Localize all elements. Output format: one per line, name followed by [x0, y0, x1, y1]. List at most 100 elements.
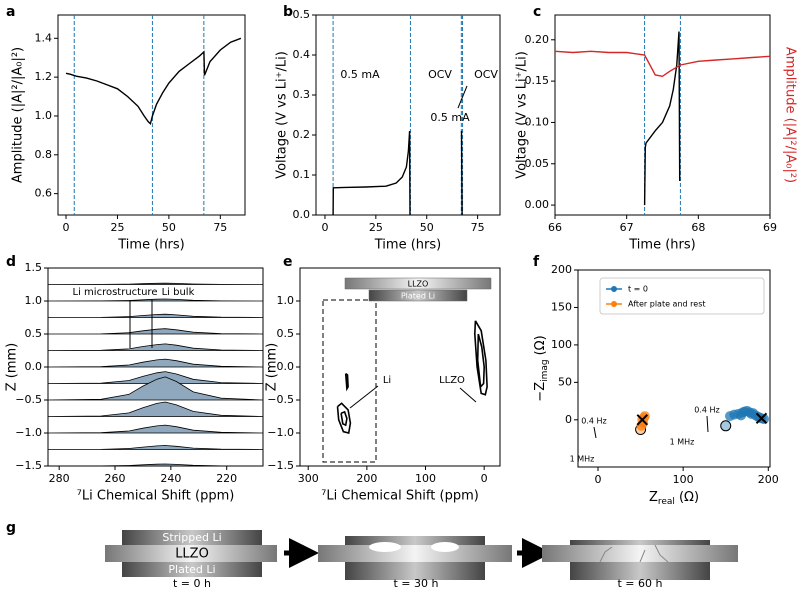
label-unit: (Ω): [533, 335, 548, 355]
y-tick-label: 1.0: [25, 294, 43, 307]
legend-swatch: [611, 286, 617, 292]
time-label: t = 30 h: [394, 577, 439, 589]
y-tick-label: 0.20: [525, 33, 550, 46]
spectrum: [47, 463, 264, 467]
stack-1: t = 30 h: [318, 536, 512, 589]
x-tick-label: 25: [110, 221, 124, 234]
spectrum: [47, 376, 264, 401]
point: [720, 420, 732, 432]
panel-letter: e: [283, 254, 293, 270]
x-tick-label: 280: [49, 472, 70, 485]
contour: [340, 410, 348, 427]
annotation: OCV: [428, 68, 452, 81]
void: [431, 542, 459, 552]
label-sub: real: [658, 497, 675, 507]
y-tick-label: 0.1: [293, 168, 311, 181]
plated-layer: [345, 562, 485, 580]
x-tick-label: 200: [356, 472, 377, 485]
panel-letter: b: [283, 4, 293, 20]
y-tick-label: −0.5: [15, 393, 42, 406]
pointer: [349, 385, 379, 409]
layer-bar: [368, 289, 468, 302]
plot-frame: [554, 14, 771, 216]
x-tick-label: 69: [763, 221, 777, 234]
x-tick-label: 50: [162, 221, 176, 234]
panel-letter: d: [6, 254, 16, 270]
axis-label: Time (hrs): [117, 238, 184, 253]
y-tick-label: 1.2: [35, 70, 53, 83]
stack-0: Stripped Li LLZO Plated Li t = 0 h: [105, 530, 277, 589]
time-label: t = 60 h: [618, 577, 663, 589]
y-tick-label: 0.15: [525, 74, 550, 87]
annotation: 0.4 Hz: [581, 417, 606, 426]
y-tick-label: 1.4: [35, 31, 53, 44]
spectrum: [47, 358, 264, 368]
line: [65, 37, 242, 125]
plot-frame: [57, 14, 246, 216]
annotation: 1 MHz: [670, 438, 695, 447]
schematic: g Stripped Li LLZO Plated Li t = 0 h t =…: [6, 520, 738, 589]
y-tick-label: 0.4: [293, 48, 311, 61]
x-tick-label: 75: [471, 221, 485, 234]
spectrum: [47, 371, 264, 384]
y-tick-label: −1.5: [267, 459, 294, 472]
y-tick-label: −1.0: [15, 426, 42, 439]
spectrum: [47, 282, 264, 285]
axis-label: Zreal (Ω): [649, 490, 699, 507]
llzo-layer: [105, 545, 277, 562]
y-tick-label: −0.5: [267, 393, 294, 406]
layer-label: LLZO: [408, 280, 429, 289]
y-tick-label: 0.8: [35, 148, 53, 161]
llzo-layer: [542, 545, 738, 562]
axis-label: −Zimag (Ω): [533, 335, 550, 401]
annotation: 0.5 mA: [430, 111, 470, 124]
legend-label: After plate and rest: [628, 300, 706, 309]
annotation: 0.4 Hz: [694, 406, 719, 415]
stack-2: t = 60 h: [542, 540, 738, 589]
x-tick-label: 240: [160, 472, 181, 485]
axis-label: Z (mm): [5, 343, 20, 392]
axis-label: Voltage (V vs Li⁺/Li): [515, 51, 530, 179]
axis-label: ⁷Li Chemical Shift (ppm): [321, 489, 479, 504]
x-tick-label: 200: [758, 473, 779, 486]
contour: [473, 320, 488, 396]
y-tick-label: 0.0: [277, 360, 295, 373]
y-tick-label: −1.0: [267, 426, 294, 439]
axis-label: Z (mm): [265, 343, 280, 392]
y-tick-label: 0.05: [525, 157, 550, 170]
line: [643, 31, 681, 206]
y-tick-label: 1.5: [25, 261, 43, 274]
x-tick-label: 68: [691, 221, 705, 234]
panel-letter: f: [533, 254, 540, 270]
spectrum: [47, 401, 264, 417]
contour: [336, 402, 352, 434]
y-tick-label: 100: [551, 338, 572, 351]
legend-box: [599, 277, 765, 315]
x-tick-label: 0: [321, 221, 328, 234]
axis-label: ⁷Li Chemical Shift (ppm): [77, 489, 235, 504]
annotation: Li: [383, 375, 391, 386]
panel-letter: g: [6, 520, 16, 536]
y-tick-label: 0.0: [293, 208, 311, 221]
label-sub: imag: [540, 359, 550, 382]
label: Plated Li: [168, 563, 215, 576]
contour: [344, 372, 349, 392]
x-tick-label: 100: [673, 473, 694, 486]
contour: [476, 333, 486, 389]
plot-frame: [315, 14, 501, 216]
y-tick-label: 0.5: [277, 327, 295, 340]
annotation: Li microstructure: [73, 287, 158, 298]
plot-frame: [577, 269, 771, 468]
label: Stripped Li: [162, 531, 221, 544]
axis-label: Amplitude (|A|²/|A₀|²): [11, 47, 26, 183]
label-part: −Z: [533, 382, 548, 402]
panel-letter: a: [6, 4, 15, 20]
line: [554, 50, 771, 78]
pointer: [459, 387, 477, 403]
x-marker: [636, 414, 648, 426]
legend-swatch: [611, 301, 617, 307]
x-tick-label: 220: [216, 472, 237, 485]
x-tick-label: 0: [63, 221, 70, 234]
x-marker: [755, 412, 768, 425]
